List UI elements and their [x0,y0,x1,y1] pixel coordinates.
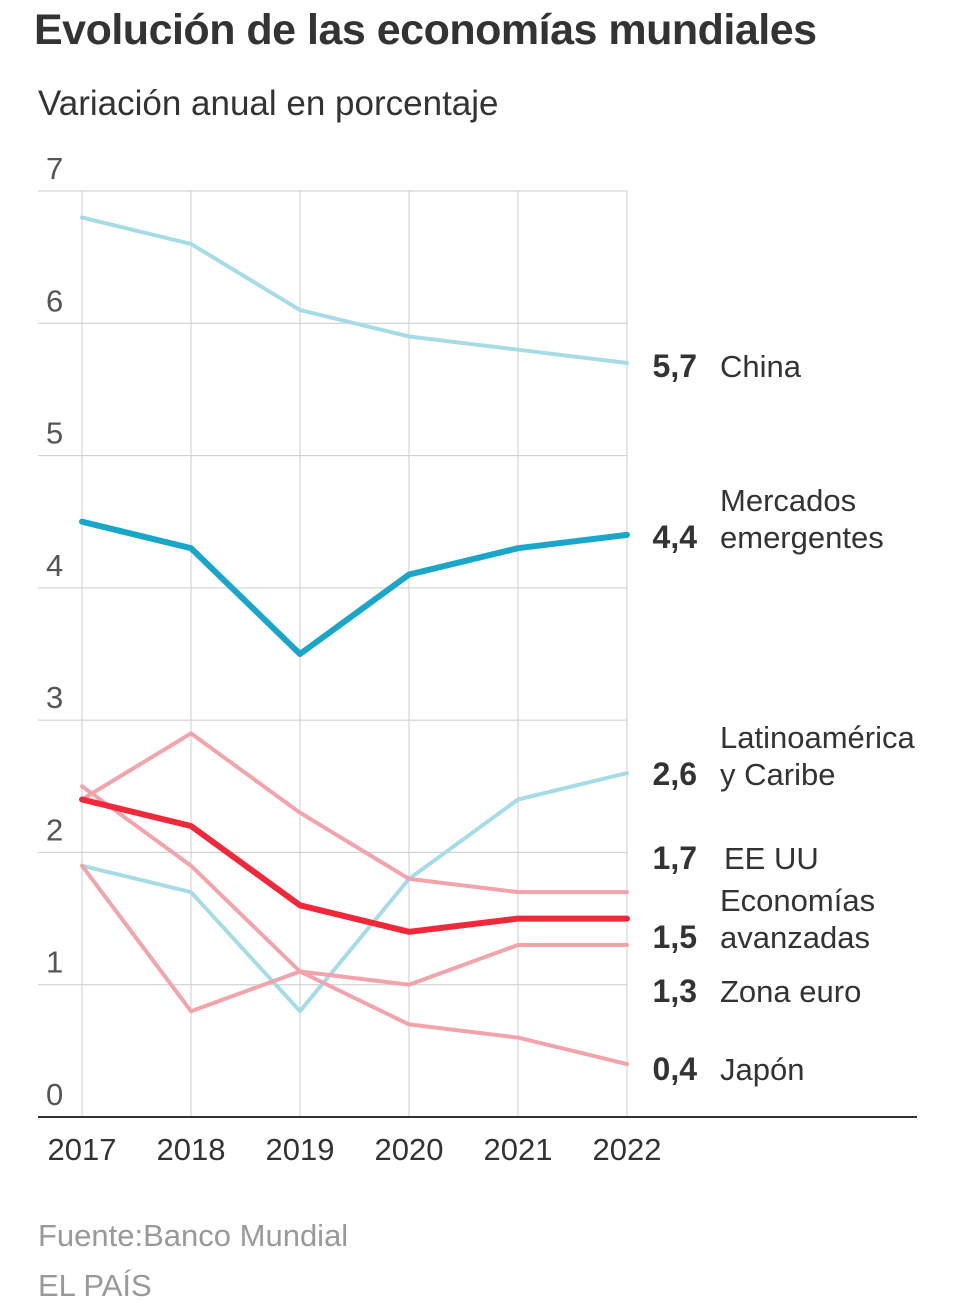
x-tick-label-2019: 2019 [266,1132,335,1167]
chart-subtitle: Variación anual en porcentaje [38,84,499,123]
y-tick-label-3: 3 [46,680,63,715]
line-chart: 0 1 2 3 4 5 6 7 2017 2018 2019 2020 2021 2022 5,7 Chi… [38,151,917,1167]
y-tick-label-7: 7 [46,151,63,186]
x-tick-label-2020: 2020 [375,1132,444,1167]
x-tick-label-2017: 2017 [48,1132,117,1167]
y-tick-label-1: 1 [46,945,63,980]
x-axis-ticks: 2017 2018 2019 2020 2021 2022 [48,1132,662,1167]
end-name-eeuu-line-1: EE UU [724,841,819,876]
y-tick-label-0: 0 [46,1077,63,1112]
end-value-china: 5,7 [653,348,697,384]
end-name-emergentes-line-2: emergentes [720,520,884,555]
end-name-avanzadas-line-1: Economías [720,883,875,918]
grid-lines [38,190,917,1118]
end-name-japon-line-1: Japón [720,1052,804,1087]
series-line-avanzadas [79,796,630,935]
end-value-latam: 2,6 [653,756,697,792]
end-value-emergentes: 4,4 [653,519,698,555]
series-line-japon [80,863,629,1067]
series-line-latam [80,771,629,1014]
end-value-eeuu: 1,7 [653,840,697,876]
y-tick-label-4: 4 [46,548,63,583]
end-name-latam-line-1: Latinoamérica [720,720,915,755]
end-name-latam-line-2: y Caribe [720,757,835,792]
end-name-euro-line-1: Zona euro [720,974,861,1009]
x-tick-label-2018: 2018 [157,1132,226,1167]
end-name-emergentes-line-1: Mercados [720,483,856,518]
series-lines [79,215,630,1067]
chart-title: Evolución de las economías mundiales [34,6,817,54]
x-tick-label-2021: 2021 [484,1132,553,1167]
series-line-euro [80,784,629,987]
end-value-avanzadas: 1,5 [653,919,697,955]
y-tick-label-2: 2 [46,812,63,847]
y-tick-label-6: 6 [46,283,63,318]
end-name-china-line-1: China [720,349,802,384]
end-value-euro: 1,3 [653,973,697,1009]
y-tick-label-5: 5 [46,416,63,451]
series-line-emergentes [79,518,630,657]
end-name-avanzadas-line-2: avanzadas [720,920,870,955]
y-axis-ticks: 0 1 2 3 4 5 6 7 [46,151,63,1112]
series-line-eeuu [80,731,629,895]
x-tick-label-2022: 2022 [593,1132,662,1167]
brand-credit: EL PAÍS [38,1268,152,1303]
source-note: Fuente:Banco Mundial [38,1218,349,1253]
end-value-japon: 0,4 [653,1051,698,1087]
series-line-china [80,215,629,365]
